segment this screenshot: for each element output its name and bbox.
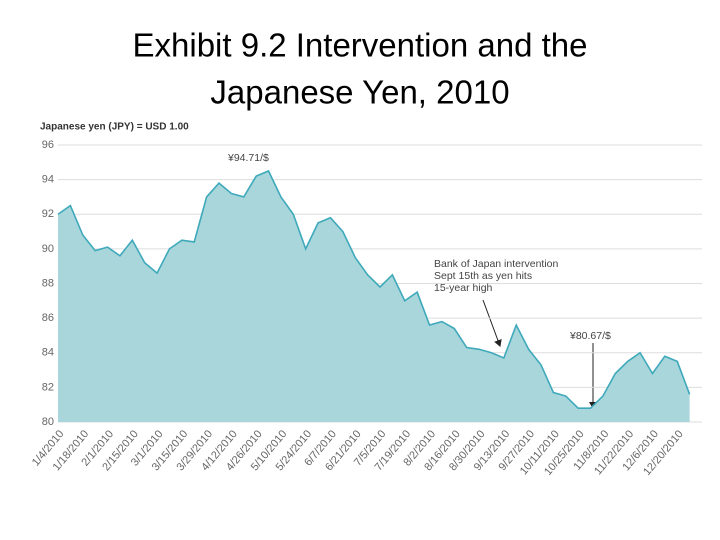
y-axis-label: Japanese yen (JPY) = USD 1.00 [40, 122, 189, 133]
annotation: Bank of Japan intervention [434, 258, 558, 270]
y-tick-label: 88 [42, 277, 54, 289]
annotation: ¥80.67/$ [569, 330, 611, 342]
y-tick-label: 80 [42, 416, 54, 428]
y-tick-label: 92 [42, 208, 54, 220]
annotation: Sept 15th as yen hits [434, 270, 532, 282]
y-tick-label: 96 [42, 139, 54, 151]
arrow [482, 299, 502, 347]
y-tick-label: 84 [42, 347, 54, 359]
chart-title: Exhibit 9.2 Intervention and the [133, 27, 588, 64]
line [57, 169, 691, 409]
y-tick-label: 94 [42, 174, 54, 186]
y-tick-label: 90 [42, 243, 54, 255]
annotation: 15-year high [434, 282, 493, 294]
y-tick-label: 82 [42, 381, 54, 393]
chart-title: Japanese Yen, 2010 [210, 74, 509, 111]
annotation: ¥94.71/$ [227, 152, 269, 164]
y-tick-label: 86 [42, 312, 54, 324]
area [58, 170, 690, 422]
